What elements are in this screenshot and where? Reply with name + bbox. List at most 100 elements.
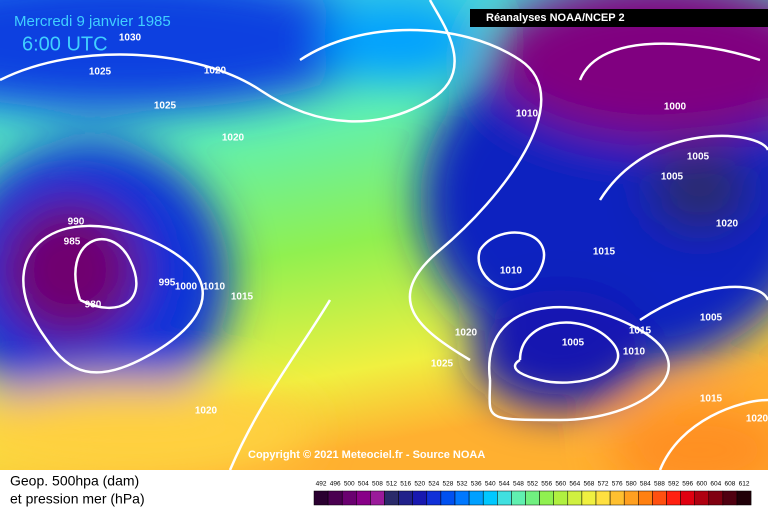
colorbar-label: 588 (654, 481, 665, 488)
colorbar-cell (454, 490, 470, 506)
isobar-label: 1030 (119, 33, 142, 44)
isobar-label: 1010 (623, 347, 646, 358)
colorbar-cell (694, 490, 710, 506)
colorbar-cell (708, 490, 724, 506)
colorbar-cell (609, 490, 625, 506)
isobar-label: 1020 (716, 219, 739, 230)
colorbar-cell (356, 490, 371, 506)
colorbar-label: 540 (485, 481, 496, 488)
colorbar-label: 544 (499, 481, 510, 488)
isobar-label: 1020 (204, 66, 227, 77)
colorbar-cell (539, 490, 554, 506)
isobar-label: 1025 (154, 101, 177, 112)
colorbar-cell (553, 490, 569, 506)
colorbar-label: 576 (612, 481, 623, 488)
colorbar-label: 552 (527, 481, 538, 488)
legend-line: Geop. 500hpa (dam) (10, 473, 139, 489)
colorbar-label: 564 (569, 481, 580, 488)
isobar-label: 1010 (516, 109, 539, 120)
date-title: Mercredi 9 janvier 1985 (14, 13, 171, 30)
colorbar-cell (722, 490, 738, 506)
colorbar-label: 608 (725, 481, 736, 488)
colorbar-cell (595, 490, 611, 506)
colorbar-label: 504 (358, 481, 369, 488)
isobar-label: 1020 (455, 328, 478, 339)
colorbar-cell (370, 490, 385, 506)
colorbar-label: 580 (626, 481, 637, 488)
isobar-label: 1000 (664, 102, 687, 113)
source-banner (470, 9, 768, 27)
colorbar-cell (384, 490, 399, 506)
isobar-label: 1005 (687, 152, 710, 163)
colorbar-label: 568 (584, 481, 595, 488)
isobar-label: 1020 (222, 133, 245, 144)
colorbar-label: 572 (598, 481, 609, 488)
colorbar-cell (581, 490, 597, 506)
colorbar-label: 500 (344, 481, 355, 488)
colorbar-cell (652, 490, 667, 506)
isobar-label: 990 (68, 217, 85, 228)
colorbar-label: 556 (541, 481, 552, 488)
colorbar-cell (638, 490, 653, 506)
colorbar-cell (398, 490, 413, 506)
colorbar-cell (511, 490, 526, 506)
colorbar-cell (623, 490, 639, 506)
isobar-label: 1010 (500, 266, 523, 277)
colorbar-cell (525, 490, 540, 506)
colorbar-cell (440, 490, 456, 506)
isobar-label: 995 (159, 278, 176, 289)
colorbar-cell (412, 490, 428, 506)
colorbar-label: 596 (682, 481, 693, 488)
colorbar-cell (341, 490, 357, 506)
legend-line: et pression mer (hPa) (10, 491, 145, 507)
colorbar-label: 548 (513, 481, 524, 488)
colorbar-cell (426, 490, 442, 506)
isobar-label: 1015 (629, 326, 652, 337)
colorbar-label: 520 (414, 481, 425, 488)
isobar-label: 1015 (700, 394, 723, 405)
isobar-label: 1025 (431, 359, 454, 370)
colorbar-cell (680, 490, 695, 506)
colorbar-label: 600 (696, 481, 707, 488)
isobar-label: 1015 (231, 292, 254, 303)
isobar-label: 1005 (661, 172, 684, 183)
copyright: Copyright © 2021 Meteociel.fr - Source N… (248, 449, 485, 461)
colorbar-cell (468, 490, 484, 506)
colorbar-label: 592 (668, 481, 679, 488)
isobar-label: 1005 (700, 313, 723, 324)
time-title: 6:00 UTC (22, 33, 108, 55)
colorbar-cell (313, 490, 329, 506)
colorbar-label: 508 (372, 481, 383, 488)
isobar-label: 1005 (562, 338, 585, 349)
isobar-label: 985 (64, 237, 81, 248)
colorbar-label: 512 (386, 481, 397, 488)
colorbar-label: 604 (710, 481, 721, 488)
colorbar-cell (666, 490, 681, 506)
colorbar-cell (567, 490, 583, 506)
colorbar-label: 496 (330, 481, 341, 488)
colorbar-label: 524 (428, 481, 439, 488)
isobar-label: 1010 (203, 282, 226, 293)
colorbar-cell (482, 490, 498, 506)
isobar-label: 980 (85, 300, 102, 311)
colorbar-cell (497, 490, 512, 506)
isobars (0, 0, 768, 470)
isobar-label: 1020 (746, 414, 768, 425)
colorbar-label: 536 (471, 481, 482, 488)
isobar-label: 1015 (593, 247, 616, 258)
source-text: Réanalyses NOAA/NCEP 2 (486, 12, 625, 24)
isobar-label: 1000 (175, 282, 198, 293)
colorbar-label: 528 (443, 481, 454, 488)
colorbar-cell (327, 490, 343, 506)
colorbar-label: 516 (400, 481, 411, 488)
colorbar-label: 560 (555, 481, 566, 488)
colorbar-label: 584 (640, 481, 651, 488)
colorbar-cell (736, 490, 752, 506)
isobar-label: 1025 (89, 67, 112, 78)
isobar-label: 1020 (195, 406, 218, 417)
colorbar-label: 492 (316, 481, 327, 488)
colorbar-label: 612 (739, 481, 750, 488)
colorbar-label: 532 (457, 481, 468, 488)
